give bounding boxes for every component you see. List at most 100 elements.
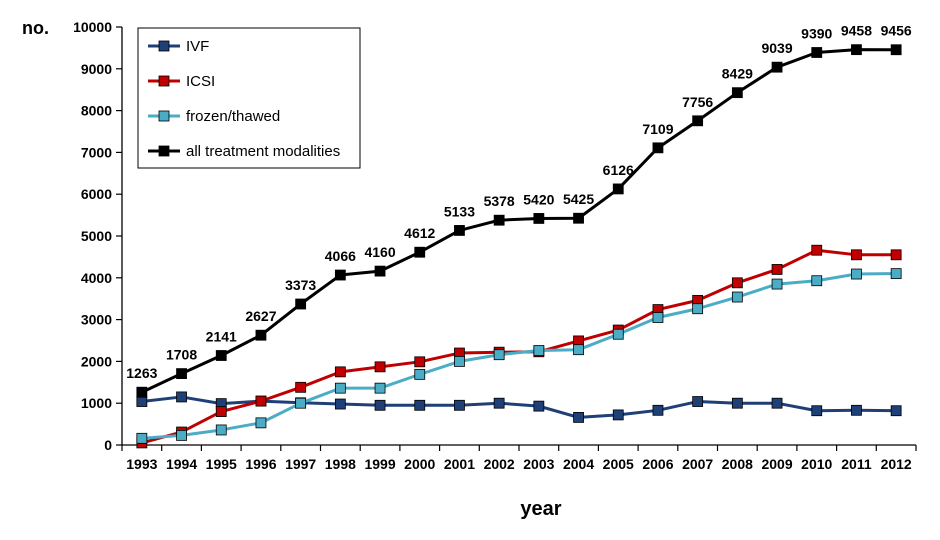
x-tick-label: 2009 [761,456,792,472]
data-point [454,399,465,411]
data-point [771,397,783,409]
data-point [533,213,545,224]
data-point [771,264,783,275]
data-point [374,361,386,373]
data-point [692,303,704,315]
data-point [573,344,584,356]
data-point [176,391,187,403]
series-icsi [136,244,902,449]
data-point [652,142,664,154]
legend-marker [158,75,170,87]
x-tick-label: 1999 [364,456,395,472]
data-point [414,368,426,380]
x-tick-label: 2012 [881,456,912,472]
data-label: 4160 [364,244,395,260]
data-label: 9039 [761,40,792,56]
y-tick-label: 1000 [81,395,112,411]
legend-marker [158,145,170,157]
data-point [334,366,346,378]
data-label: 1708 [166,347,197,363]
legend-item: ICSI [148,73,215,90]
data-point [533,345,545,356]
data-point [533,400,545,412]
legend-item: frozen/thawed [148,108,280,125]
x-tick-label: 2007 [682,456,713,472]
y-tick-label: 3000 [81,312,112,328]
data-point [334,382,346,394]
series-line [141,248,897,445]
data-labels: 1263 1708 2141 2627 3373 4066 4160 4612 5133 5378… [126,23,912,382]
data-point [851,249,862,261]
data-point [692,396,704,407]
data-point [493,349,505,361]
data-point [731,397,743,409]
data-point [176,368,187,380]
data-point [573,412,584,423]
data-point [612,328,624,340]
x-tick-label: 2001 [444,456,475,472]
y-tick-label: 6000 [81,186,112,202]
data-point [334,398,346,410]
legend-marker [158,110,170,122]
legend-label: frozen/thawed [186,108,280,125]
data-point [215,406,227,417]
data-label: 9458 [841,23,872,39]
data-label: 1263 [126,365,157,381]
data-point [851,268,862,280]
data-point [493,397,505,409]
x-tick-label: 1998 [325,456,356,472]
data-point [851,44,862,56]
x-axis-title: year [520,498,561,520]
data-label: 7756 [682,94,713,110]
data-point [414,356,426,368]
data-label: 3373 [285,277,316,293]
legend-marker [158,40,170,52]
data-point [890,405,902,417]
legend: IVF ICSI frozen/thawed all treatment modali… [137,27,361,169]
legend-label: ICSI [186,73,215,90]
data-point [652,404,664,416]
data-point [414,399,426,411]
x-tick-label: 1996 [245,456,276,472]
data-point [374,265,386,277]
data-point [692,115,704,127]
data-label: 9390 [801,25,832,41]
data-point [176,429,187,441]
axes: 0 1000 2000 3000 4000 5000 6000 7000 8000 9000 100… [73,19,917,472]
data-point [771,278,783,290]
x-tick-label: 2003 [523,456,554,472]
data-label: 5378 [484,193,515,209]
x-tick-label: 2002 [484,456,515,472]
legend-box [137,27,361,169]
data-point [295,397,307,409]
data-point [454,225,465,236]
series-all-treatment-modalities [136,44,902,398]
x-tick-label: 2011 [841,456,872,472]
data-point [295,298,307,310]
x-tick-label: 1994 [166,456,197,472]
data-point [255,395,267,407]
x-tick-label: 2000 [404,456,435,472]
series-lines [136,44,902,449]
data-point [612,409,624,421]
data-point [731,277,743,289]
x-tick-label: 2008 [722,456,753,472]
data-label: 8429 [722,66,753,82]
x-tick-label: 1993 [126,456,157,472]
data-point [493,214,505,226]
data-label: 5425 [563,191,594,207]
data-point [215,424,227,436]
y-tick-label: 9000 [81,61,112,77]
data-point [890,268,902,280]
data-label: 9456 [881,23,912,39]
y-axis-title: no. [22,18,49,38]
series-ivf [136,391,902,423]
data-point [612,183,624,195]
data-label: 2627 [245,308,276,324]
y-tick-label: 0 [104,437,112,453]
series-line [141,48,897,394]
data-point [890,44,902,56]
x-tick-label: 2010 [801,456,832,472]
data-point [454,355,465,367]
